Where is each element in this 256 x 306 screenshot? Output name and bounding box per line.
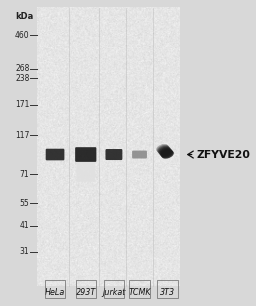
FancyArrowPatch shape <box>188 151 193 158</box>
Text: 41: 41 <box>20 221 29 230</box>
Bar <box>157 280 178 298</box>
Bar <box>104 280 124 298</box>
Ellipse shape <box>161 149 173 158</box>
Text: TCMK: TCMK <box>128 288 151 297</box>
Text: 268: 268 <box>15 64 29 73</box>
Text: 293T: 293T <box>76 288 96 297</box>
Text: 3T3: 3T3 <box>160 288 175 297</box>
Text: 31: 31 <box>20 247 29 256</box>
Ellipse shape <box>158 146 170 154</box>
FancyBboxPatch shape <box>77 159 95 182</box>
Text: 238: 238 <box>15 73 29 83</box>
Text: Jurkat: Jurkat <box>102 288 126 297</box>
FancyBboxPatch shape <box>46 149 65 160</box>
Text: 55: 55 <box>20 199 29 208</box>
FancyBboxPatch shape <box>132 151 147 159</box>
Text: ZFYVE20: ZFYVE20 <box>197 150 250 159</box>
Text: HeLa: HeLa <box>45 288 65 297</box>
Text: kDa: kDa <box>15 12 33 21</box>
Ellipse shape <box>159 147 172 156</box>
Ellipse shape <box>162 150 174 159</box>
Bar <box>129 280 150 298</box>
Ellipse shape <box>156 144 168 152</box>
Ellipse shape <box>157 145 169 153</box>
Text: 71: 71 <box>20 170 29 179</box>
Ellipse shape <box>158 147 171 155</box>
Ellipse shape <box>160 148 172 157</box>
Text: 117: 117 <box>15 131 29 140</box>
Bar <box>45 280 65 298</box>
FancyBboxPatch shape <box>105 149 122 160</box>
Text: 171: 171 <box>15 100 29 109</box>
Bar <box>76 280 96 298</box>
Text: 460: 460 <box>15 31 29 40</box>
FancyBboxPatch shape <box>75 147 97 162</box>
